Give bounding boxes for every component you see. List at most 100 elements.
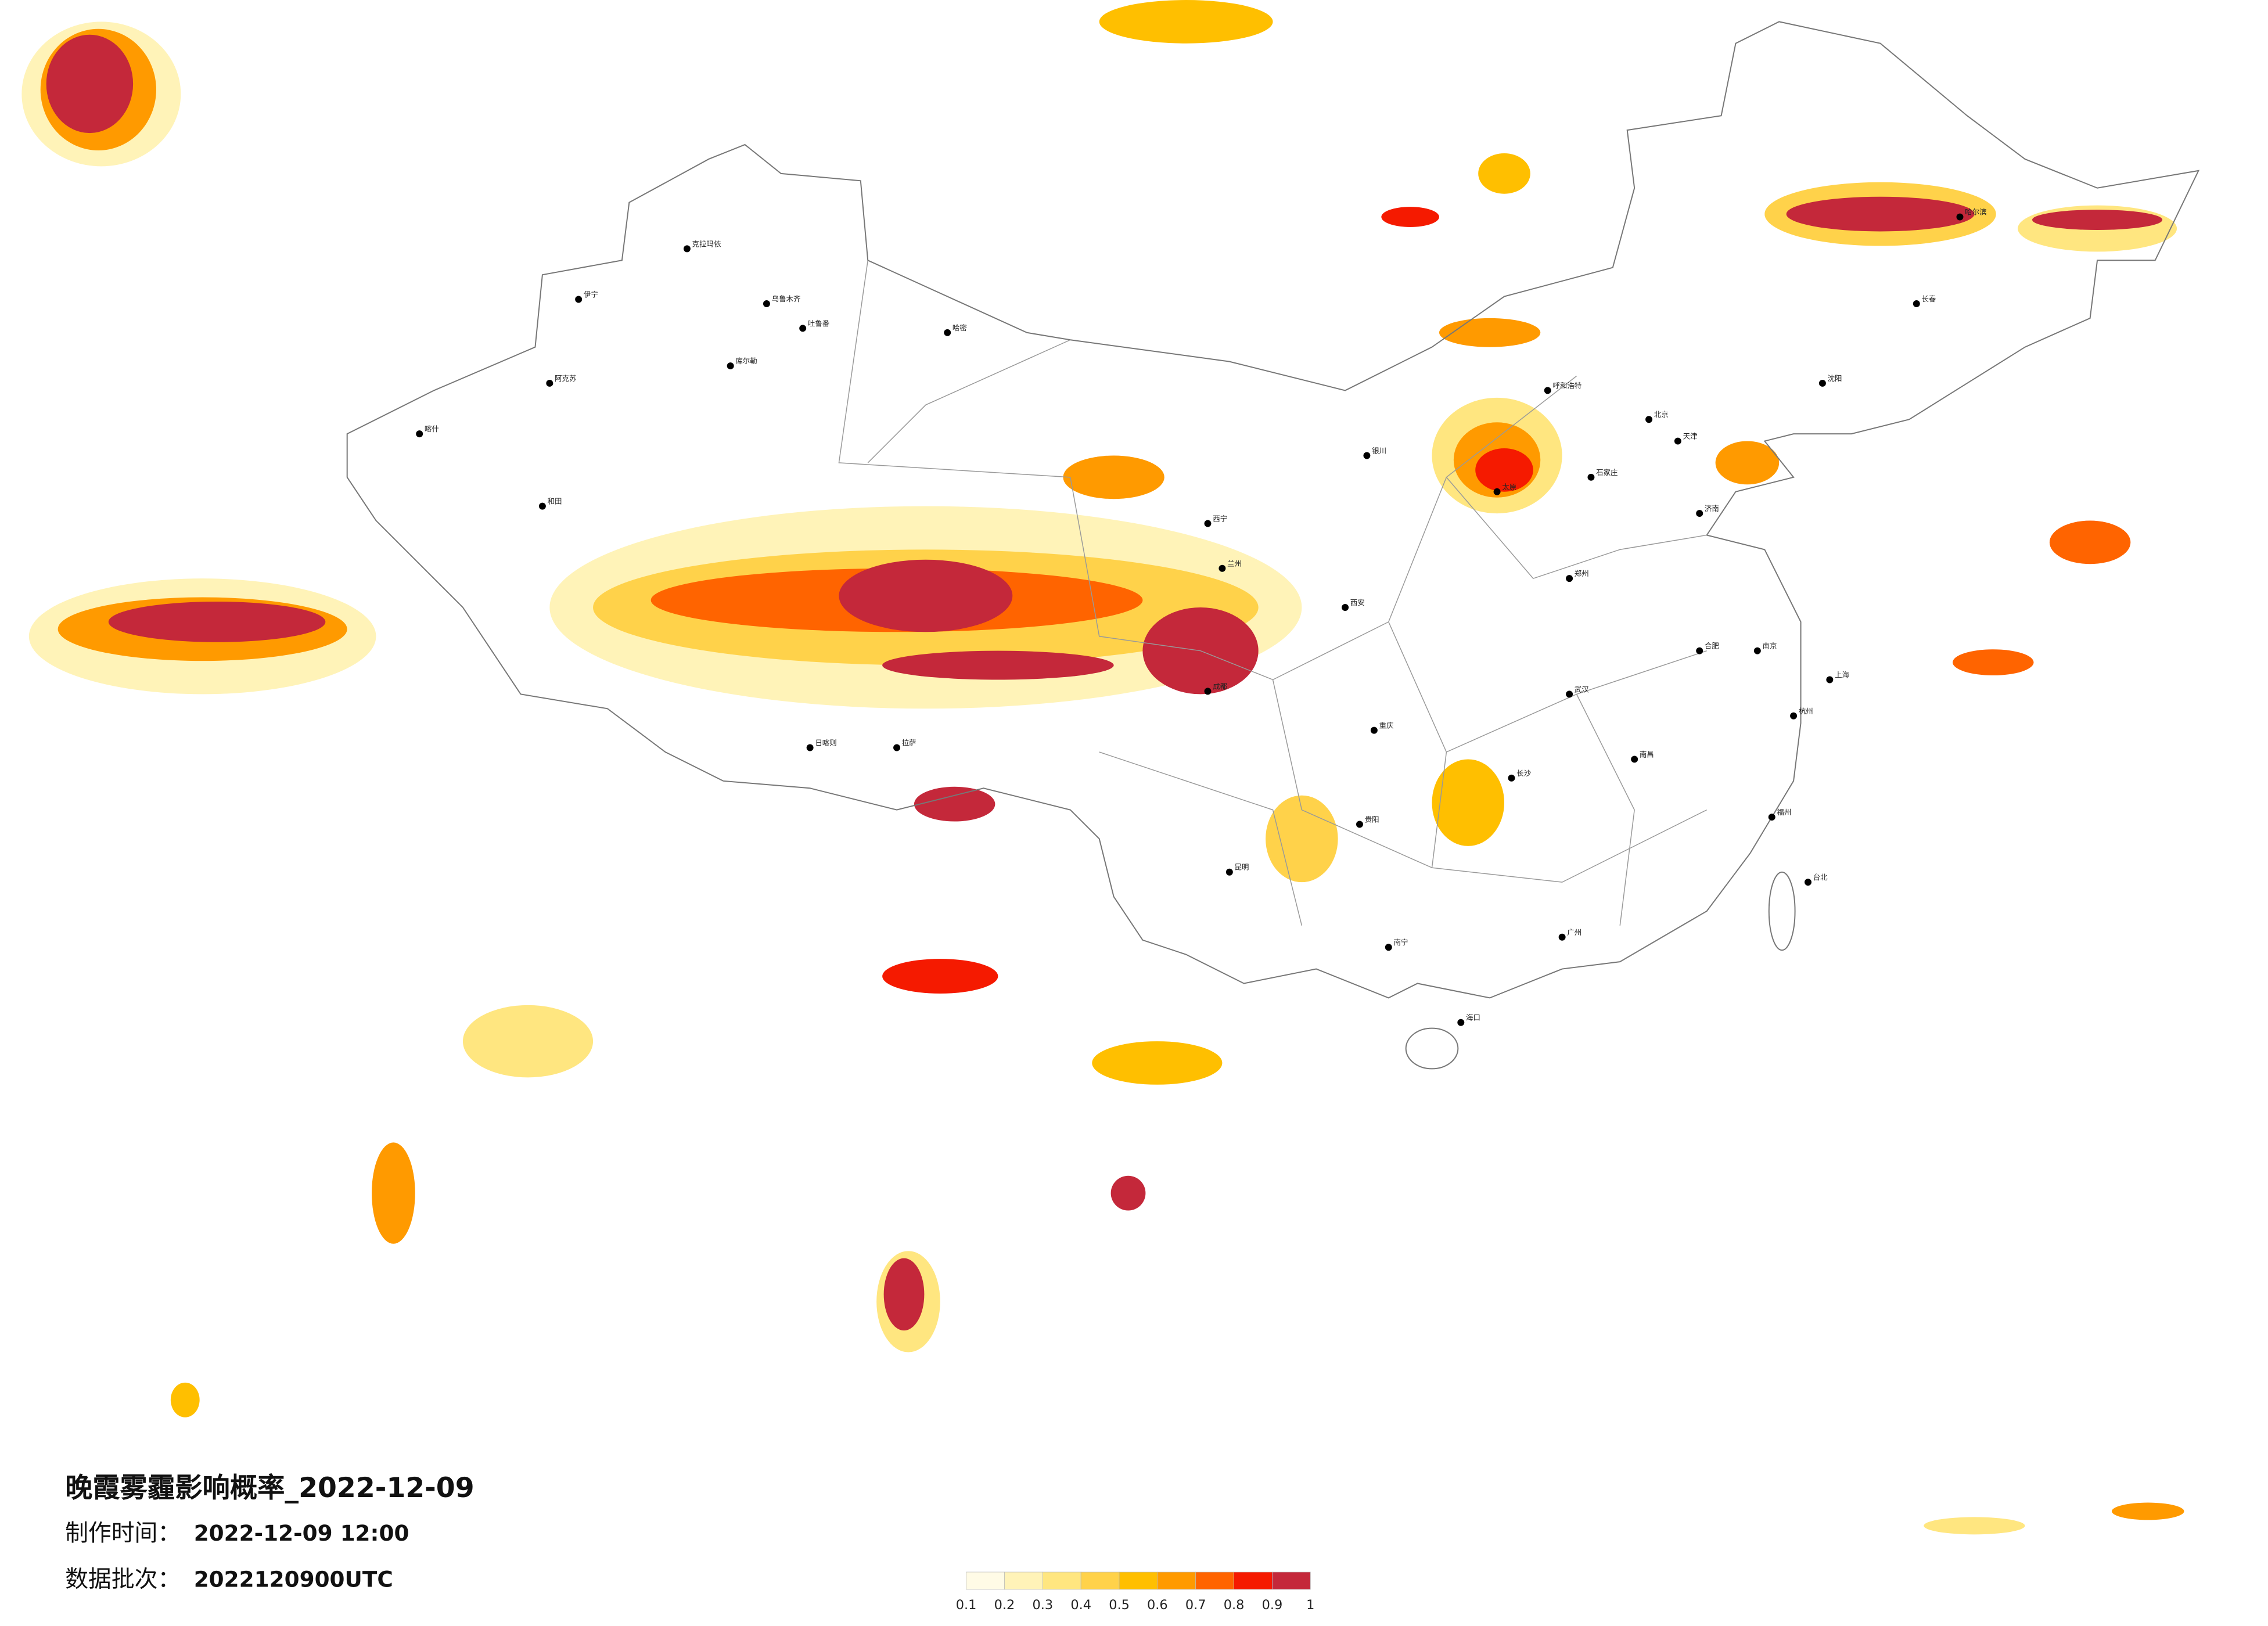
city-dot: [1674, 437, 1681, 445]
city-dot: [1913, 300, 1920, 307]
city-label: 南京: [1763, 642, 1777, 650]
city-label: 天津: [1683, 432, 1698, 441]
map-title: 晚霞雾霾影响概率_2022-12-09: [65, 1472, 475, 1504]
city-dot: [1457, 1019, 1465, 1026]
city-label: 海口: [1466, 1013, 1480, 1022]
city-dot: [1696, 510, 1703, 517]
legend-swatch: [1272, 1571, 1311, 1590]
city-dot: [1768, 814, 1775, 821]
city-label: 库尔勒: [735, 357, 757, 365]
city-dot: [1219, 564, 1226, 572]
city-label: 济南: [1705, 504, 1719, 513]
city-label: 福州: [1777, 808, 1791, 816]
legend-tick-label: 0.9: [1262, 1598, 1283, 1613]
city-dot: [727, 362, 734, 370]
legend-tick-label: 0.6: [1147, 1598, 1168, 1613]
city-label: 南宁: [1394, 938, 1408, 947]
city-label: 南昌: [1640, 750, 1654, 758]
legend-tick-label: 0.1: [956, 1598, 977, 1613]
city-dot: [1631, 756, 1638, 763]
city-dot: [799, 325, 807, 332]
country-outline: [346, 21, 2200, 999]
legend-tick-label: 0.7: [1185, 1598, 1206, 1613]
city-dot: [1493, 488, 1501, 495]
city-dot: [1956, 213, 1964, 221]
legend-tick-label: 0.8: [1224, 1598, 1245, 1613]
city-label: 哈密: [953, 323, 967, 332]
legend-swatch: [1004, 1571, 1043, 1590]
city-dot: [893, 744, 901, 751]
city-dot: [1818, 379, 1826, 387]
city-label: 克拉玛依: [692, 239, 721, 248]
city-label: 喀什: [425, 425, 439, 433]
city-dot: [416, 430, 423, 438]
meta-label: 制作时间：: [65, 1520, 181, 1546]
city-label: 贵阳: [1365, 815, 1379, 824]
city-label: 郑州: [1575, 569, 1589, 578]
city-label: 和田: [548, 497, 562, 506]
city-label: 成都: [1213, 682, 1227, 690]
city-dot: [763, 300, 770, 307]
city-label: 日喀则: [815, 739, 836, 747]
city-dot: [1342, 603, 1349, 611]
hainan: [1405, 1027, 1459, 1070]
city-dot: [546, 379, 553, 387]
province-lines: [838, 260, 1708, 926]
legend-swatch: [1042, 1571, 1081, 1590]
city-label: 杭州: [1799, 707, 1813, 715]
haze-field: [21, 0, 2184, 1535]
city-label: 武汉: [1575, 685, 1589, 693]
city-label: 吐鲁番: [808, 319, 830, 328]
city-dot: [1225, 868, 1233, 876]
city-dot: [1566, 575, 1573, 582]
city-dot: [1356, 821, 1363, 828]
meta-label: 数据批次：: [65, 1566, 181, 1593]
city-dot: [944, 329, 951, 336]
city-dot: [1508, 774, 1515, 782]
city-label: 台北: [1813, 873, 1828, 882]
legend-swatch: [966, 1571, 1005, 1590]
city-dot: [1696, 647, 1703, 654]
city-label: 哈尔滨: [1965, 208, 1986, 217]
city-label: 西安: [1350, 598, 1365, 607]
city-dot: [1587, 473, 1595, 481]
city-dot: [1753, 647, 1761, 654]
city-dot: [1385, 944, 1392, 951]
city-label: 西宁: [1213, 515, 1227, 523]
city-dot: [1805, 879, 1811, 886]
city-dot: [1645, 416, 1653, 423]
city-label: 乌鲁木齐: [772, 294, 801, 303]
city-dot: [683, 245, 691, 253]
city-dot: [1204, 688, 1212, 695]
city-label: 广州: [1567, 928, 1582, 937]
legend-tick-label: 0.3: [1032, 1598, 1053, 1613]
city-label: 北京: [1654, 410, 1669, 419]
legend: 0.1 0.2 0.3 0.4 0.5 0.6 0.7 0.8 0.9 1: [956, 1571, 1314, 1613]
city-dot: [1826, 676, 1834, 684]
legend-tick-label: 1: [1306, 1598, 1314, 1613]
city-label: 太原: [1502, 483, 1516, 491]
city-label: 长春: [1921, 294, 1936, 303]
legend-swatch: [1234, 1571, 1273, 1590]
legend-swatch: [1080, 1571, 1120, 1590]
city-label: 拉萨: [902, 739, 916, 747]
city-label: 石家庄: [1596, 468, 1618, 477]
meta-value: 2022120900UTC: [194, 1567, 393, 1592]
meta-value: 2022-12-09 12:00: [194, 1520, 409, 1546]
city-dot: [806, 744, 814, 751]
legend-tick-label: 0.5: [1109, 1598, 1130, 1613]
legend-tick-label: 0.2: [994, 1598, 1015, 1613]
city-label: 合肥: [1705, 642, 1719, 650]
city-dot: [538, 502, 546, 510]
city-label: 重庆: [1379, 721, 1394, 730]
taiwan: [1768, 871, 1796, 951]
city-label: 昆明: [1235, 863, 1249, 872]
city-dot: [1544, 387, 1551, 394]
legend-swatch: [1157, 1571, 1196, 1590]
city-label: 呼和浩特: [1552, 381, 1582, 390]
city-label: 伊宁: [584, 290, 598, 299]
legend-tick-label: 0.4: [1070, 1598, 1091, 1613]
